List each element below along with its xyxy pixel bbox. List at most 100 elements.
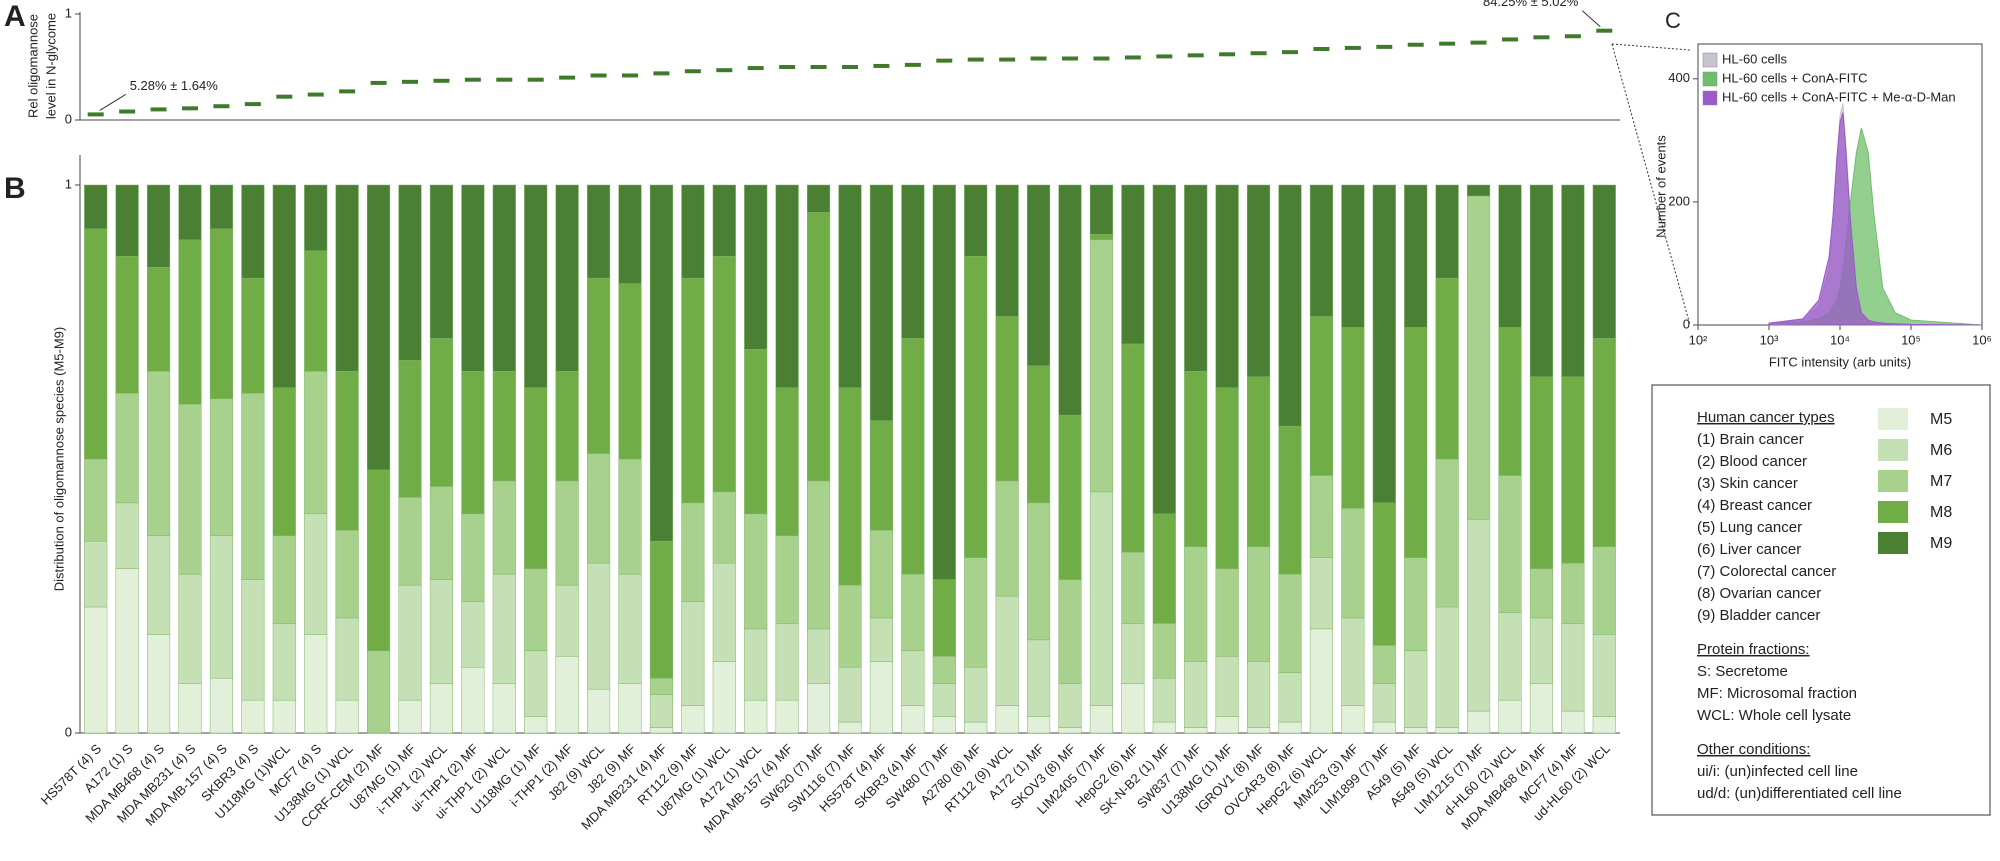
bar-segment <box>178 573 202 684</box>
median-mark <box>1313 46 1330 51</box>
bar-segment <box>524 184 548 389</box>
bar-segment <box>1372 184 1396 504</box>
bar-segment <box>807 480 831 630</box>
bar-segment <box>807 212 831 482</box>
bar-segment <box>1027 502 1051 641</box>
bar-segment <box>429 683 453 734</box>
legend-item: ud/d: (un)differentiated cell line <box>1697 785 1902 802</box>
bar-segment <box>84 184 108 230</box>
bar-segment <box>524 568 548 652</box>
median-mark <box>1376 44 1393 49</box>
legend-item: ui/i: (un)infected cell line <box>1697 763 1858 780</box>
median-mark <box>1533 35 1550 40</box>
bar-segment <box>1309 475 1333 558</box>
y-tick-label: 0 <box>65 724 72 739</box>
median-mark <box>1564 34 1581 39</box>
bar-segment <box>524 716 548 734</box>
bar-segment <box>1121 623 1145 684</box>
bar-segment <box>1152 184 1176 515</box>
bar-segment <box>744 349 768 515</box>
median-mark <box>527 77 544 82</box>
bar-segment <box>1435 458 1459 608</box>
bar-segment <box>1341 617 1365 706</box>
median-mark <box>810 65 827 69</box>
bar-segment <box>209 228 233 399</box>
bar-segment <box>712 661 736 734</box>
median-mark <box>1596 28 1613 33</box>
bar-segment <box>461 666 485 734</box>
bar-segment <box>1309 184 1333 317</box>
legend-item: WCL: Whole cell lysate <box>1697 707 1851 724</box>
bar-segment <box>869 420 893 531</box>
bar-segment <box>995 316 1019 482</box>
bar-segment <box>1435 184 1459 279</box>
bar-segment <box>681 184 705 279</box>
bar-segment <box>901 338 925 575</box>
bar-segment <box>964 184 988 257</box>
legend-item: MF: Microsomal fraction <box>1697 685 1857 702</box>
legend-item: (7) Colorectal cancer <box>1697 563 1836 580</box>
bar-segment <box>681 601 705 706</box>
bar-segment <box>1121 343 1145 553</box>
median-mark <box>1502 37 1518 42</box>
bar-segment <box>398 184 422 361</box>
median-mark <box>1124 55 1141 60</box>
median-mark <box>1062 56 1078 61</box>
bar-segment <box>932 579 956 657</box>
bar-segment <box>1529 683 1553 734</box>
bar-segment <box>84 228 108 460</box>
bar-segment <box>335 184 359 372</box>
bar-segment <box>1184 184 1208 372</box>
bar-segment <box>304 184 328 252</box>
bar-segment <box>901 573 925 652</box>
bar-segment <box>84 540 108 608</box>
median-mark <box>496 77 513 82</box>
legend-label: M5 <box>1930 411 1952 428</box>
y-axis-label: Rel oligomannose <box>25 14 40 118</box>
bar-segment <box>115 392 139 504</box>
bar-segment <box>1341 327 1365 509</box>
bar-segment <box>1561 623 1585 712</box>
bar-segment <box>1592 716 1616 734</box>
bar-segment <box>1152 623 1176 679</box>
bar-segment <box>587 277 611 454</box>
bar-segment <box>1215 184 1239 389</box>
bar-segment <box>1404 327 1428 558</box>
legend-label: M8 <box>1930 504 1952 521</box>
bar-segment <box>1247 376 1271 547</box>
bar-segment <box>1561 376 1585 564</box>
legend-item: (4) Breast cancer <box>1697 497 1812 514</box>
bar-segment <box>1152 677 1176 723</box>
bar-segment <box>901 650 925 706</box>
bar-segment <box>649 727 673 734</box>
bar-segment <box>429 486 453 580</box>
bar-segment <box>1215 387 1239 569</box>
legend-heading: Human cancer types <box>1697 409 1835 426</box>
y-axis-label: level in N-glycome <box>43 13 58 119</box>
bar-segment <box>1435 727 1459 734</box>
y-tick-label: 400 <box>1668 70 1690 85</box>
bar-segment <box>807 184 831 213</box>
bar-segment <box>1121 551 1145 624</box>
bar-segment <box>838 584 862 668</box>
bar-segment <box>398 497 422 586</box>
bar-segment <box>1561 562 1585 624</box>
bar-segment <box>84 458 108 542</box>
bar-segment <box>1089 239 1113 493</box>
bar-segment <box>1058 579 1082 684</box>
bar-segment <box>932 656 956 684</box>
median-mark <box>559 75 576 80</box>
bar-segment <box>901 184 925 339</box>
median-mark <box>684 69 701 74</box>
bar-segment <box>807 628 831 684</box>
bar-segment <box>147 266 171 372</box>
legend-item: (3) Skin cancer <box>1697 475 1798 492</box>
median-mark <box>150 107 167 112</box>
bar-segment <box>209 677 233 734</box>
median-mark <box>1407 42 1424 47</box>
median-mark <box>307 92 324 97</box>
bar-segment <box>115 502 139 569</box>
bar-segment <box>932 716 956 734</box>
bar-segment <box>712 255 736 493</box>
bar-segment <box>1089 491 1113 706</box>
